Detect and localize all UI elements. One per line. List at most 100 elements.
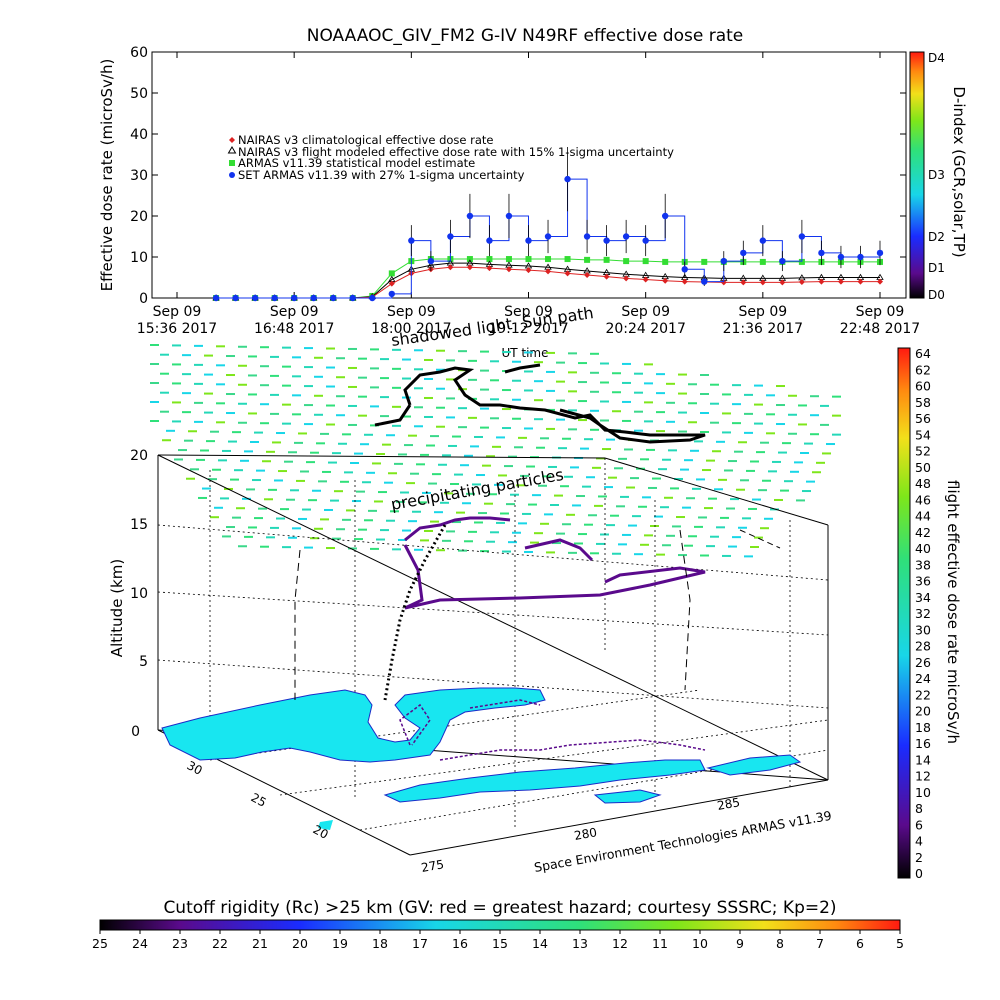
legend-item: NAIRAS v3 climatological effective dose … xyxy=(229,133,494,147)
rigidity-colorbar-ticks: 25 24 23 22 21 20 19 18 17 16 15 14 13 12 11 10 9 8 7 6 5 xyxy=(92,930,904,951)
legend: NAIRAS v3 climatological effective dose … xyxy=(227,133,674,182)
dindex-colorbar xyxy=(909,51,925,299)
data-point xyxy=(525,256,532,263)
x-tick-label-time: 16:48 2017 xyxy=(254,321,334,337)
data-point xyxy=(505,256,512,263)
rigidity-tick: 7 xyxy=(816,936,824,951)
data-point xyxy=(466,264,473,271)
dose-cb-tick: 18 xyxy=(915,720,931,735)
dose-cb-tick: 62 xyxy=(915,362,931,377)
legend-label: NAIRAS v3 flight modeled effective dose … xyxy=(238,145,674,159)
rigidity-tick: 17 xyxy=(412,936,428,951)
rigidity-tick: 24 xyxy=(132,936,148,951)
dose-cb-tick: 2 xyxy=(915,850,923,865)
dose-cb-tick: 12 xyxy=(915,769,931,784)
dose-cb-tick: 46 xyxy=(915,492,931,507)
rigidity-colorbar xyxy=(99,919,901,931)
dindex-label: D-index (GCR,solar,TP) xyxy=(950,86,968,257)
rigidity-tick: 5 xyxy=(896,936,904,951)
z-tick: 0 xyxy=(131,724,140,740)
dose-cb-tick: 54 xyxy=(915,427,931,442)
data-point xyxy=(388,280,395,287)
dindex-tick: D4 xyxy=(928,51,945,65)
x-tick-label-time: 15:36 2017 xyxy=(137,321,217,337)
data-point xyxy=(583,233,591,240)
dose-cb-tick: 36 xyxy=(915,574,931,589)
dindex-tick: D1 xyxy=(928,261,945,275)
x-tick-label-date: Sep 09 xyxy=(387,304,436,320)
data-point xyxy=(544,233,552,240)
data-point xyxy=(798,233,806,240)
data-point xyxy=(349,294,356,302)
dose-cb-tick: 44 xyxy=(915,509,931,524)
rigidity-tick: 23 xyxy=(172,936,188,951)
data-point xyxy=(290,294,298,302)
z-tick: 20 xyxy=(130,448,148,464)
rigidity-tick: 21 xyxy=(252,936,268,951)
data-point xyxy=(759,258,766,265)
data-point xyxy=(505,266,512,273)
data-point xyxy=(857,253,864,261)
data-point xyxy=(622,233,630,240)
dose-cb-tick: 38 xyxy=(915,557,931,572)
data-point xyxy=(212,294,220,302)
dose-grid-top xyxy=(150,344,841,558)
y-tick-label: 30 xyxy=(130,168,148,184)
z-tick: 15 xyxy=(130,517,148,533)
x-tick-label-time: 22:48 2017 xyxy=(840,321,920,337)
lon-tick: 275 xyxy=(420,857,445,875)
rigidity-tick: 13 xyxy=(572,936,588,951)
dose-cb-tick: 22 xyxy=(915,687,931,702)
data-point xyxy=(662,258,669,265)
dose-cb-tick: 32 xyxy=(915,606,931,621)
data-point xyxy=(818,278,825,285)
legend-marker-circle xyxy=(229,172,235,178)
dose-cb-tick: 42 xyxy=(915,525,931,540)
x-tick-label-date: Sep 09 xyxy=(153,304,202,320)
rigidity-tick: 10 xyxy=(692,936,708,951)
data-point xyxy=(251,294,259,302)
data-point xyxy=(545,256,552,263)
legend-marker-triangle xyxy=(227,146,237,154)
rigidity-tick: 12 xyxy=(612,936,628,951)
data-point xyxy=(310,294,317,302)
data-point xyxy=(584,256,591,263)
x-tick-label-date: Sep 09 xyxy=(504,304,553,320)
data-point xyxy=(603,237,610,244)
dose-cb-tick: 16 xyxy=(915,736,931,751)
rigidity-tick: 8 xyxy=(776,936,784,951)
data-point xyxy=(564,256,571,263)
data-point xyxy=(642,237,649,244)
z-tick: 5 xyxy=(139,654,148,670)
landmass-usa xyxy=(161,687,546,763)
data-point xyxy=(525,237,532,244)
legend-marker-square xyxy=(229,160,235,166)
rigidity-tick: 15 xyxy=(492,936,508,951)
rigidity-tick: 19 xyxy=(332,936,348,951)
data-point xyxy=(584,272,591,279)
overlay-precipitating: precipitating particles xyxy=(389,465,565,514)
x-tick-label-time: 19:12 2017 xyxy=(488,321,568,337)
legend-label: NAIRAS v3 climatological effective dose … xyxy=(238,133,494,147)
dose-cb-tick: 6 xyxy=(915,817,923,832)
y-tick-label: 10 xyxy=(130,250,148,266)
dose-cb-tick: 30 xyxy=(915,622,931,637)
z-axis-label: Altitude (km) xyxy=(108,559,126,657)
top-y-axis-label: Effective dose rate (microSv/h) xyxy=(98,59,116,292)
data-point xyxy=(545,268,552,275)
lat-tick: 25 xyxy=(249,790,269,810)
data-point xyxy=(486,237,493,244)
data-point xyxy=(720,257,727,265)
lon-tick: 285 xyxy=(716,795,741,813)
data-point xyxy=(798,258,805,265)
lon-tick: 280 xyxy=(573,825,598,843)
z-axis: 0 5 10 15 20 xyxy=(130,448,148,740)
data-point xyxy=(857,278,864,285)
data-point xyxy=(642,258,649,265)
data-point xyxy=(681,266,688,273)
data-point xyxy=(818,249,825,257)
data-point xyxy=(877,278,883,285)
data-point xyxy=(779,279,786,286)
data-point xyxy=(271,294,278,302)
